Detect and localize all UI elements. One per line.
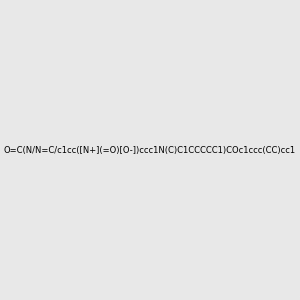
Text: O=C(N/N=C/c1cc([N+](=O)[O-])ccc1N(C)C1CCCCC1)COc1ccc(CC)cc1: O=C(N/N=C/c1cc([N+](=O)[O-])ccc1N(C)C1CC… [4,146,296,154]
